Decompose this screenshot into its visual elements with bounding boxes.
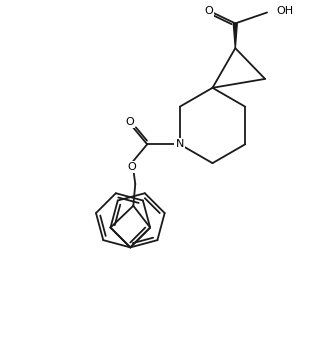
Text: O: O bbox=[204, 5, 213, 15]
Polygon shape bbox=[233, 23, 237, 48]
Text: N: N bbox=[176, 139, 184, 149]
Text: O: O bbox=[127, 162, 136, 172]
Text: O: O bbox=[125, 117, 134, 126]
Text: OH: OH bbox=[276, 5, 293, 15]
